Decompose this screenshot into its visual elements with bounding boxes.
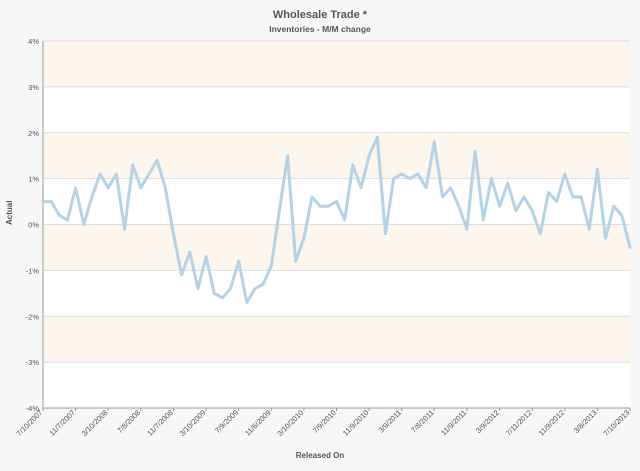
y-tick-label: -1% xyxy=(26,266,40,275)
plot-band xyxy=(43,41,630,87)
x-tick-label: 7/10/2013 xyxy=(601,408,631,438)
x-tick-label: 3/10/2009 xyxy=(178,408,208,438)
x-tick-label: 11/9/2012 xyxy=(537,408,567,438)
y-tick-label: 0% xyxy=(28,221,39,230)
plot-band xyxy=(43,224,630,271)
series-line xyxy=(41,135,632,304)
y-tick-label: -4% xyxy=(26,404,40,413)
x-tick-label: 3/10/2010 xyxy=(275,408,305,438)
x-tick-label: 11/7/2007 xyxy=(47,408,77,438)
plot-band xyxy=(43,132,630,179)
y-tick-label: 1% xyxy=(28,175,39,184)
x-tick-label: 7/9/2010 xyxy=(311,408,338,435)
x-tick-label: 7/8/2008 xyxy=(115,408,142,435)
x-tick-label: 3/9/2011 xyxy=(377,408,404,435)
y-tick-label: -2% xyxy=(26,312,40,321)
x-tick-label: 11/9/2011 xyxy=(439,408,468,437)
x-tick-label: 3/8/2013 xyxy=(572,408,599,435)
chart-title: Wholesale Trade * xyxy=(272,9,368,21)
plot-band xyxy=(43,316,630,363)
x-axis-label: Released On xyxy=(295,451,345,460)
x-tick-label: 7/9/2009 xyxy=(213,408,240,435)
x-tick-label: 11/7/2008 xyxy=(145,408,175,438)
x-tick-label: 7/8/2011 xyxy=(409,408,436,435)
y-tick-label: -3% xyxy=(26,358,40,367)
y-tick-label: 2% xyxy=(28,129,39,138)
x-tick-label: 3/9/2012 xyxy=(474,408,501,435)
x-tick-label: 11/6/2009 xyxy=(243,408,273,438)
x-tick-label: 3/10/2008 xyxy=(80,408,110,438)
y-tick-label: 4% xyxy=(28,37,39,46)
chart-subtitle: Inventories - M/M change xyxy=(269,24,371,34)
x-tick-label: 11/9/2010 xyxy=(341,408,371,438)
y-tick-label: 3% xyxy=(28,83,39,92)
x-tick-label: 7/11/2012 xyxy=(504,408,534,438)
